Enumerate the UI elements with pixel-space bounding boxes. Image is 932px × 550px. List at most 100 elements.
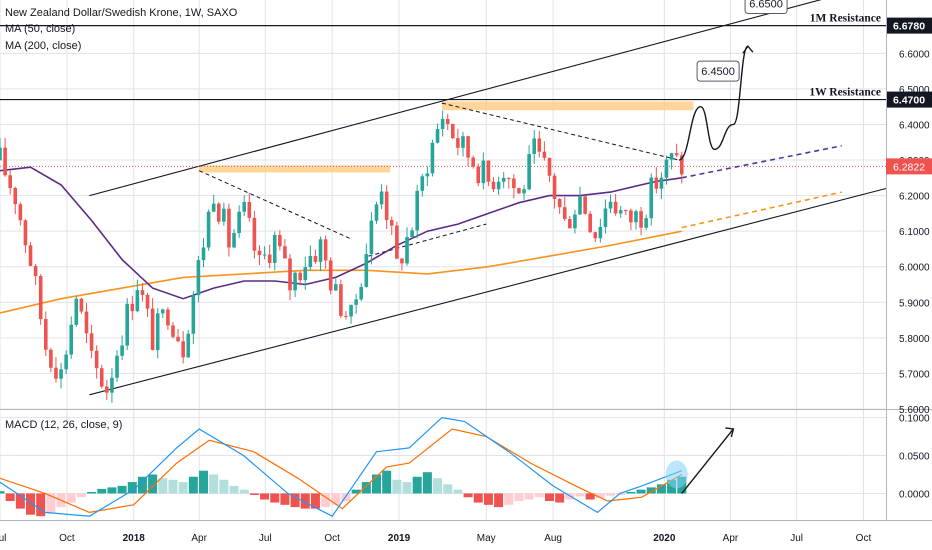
candle-body bbox=[608, 201, 613, 209]
candle-body bbox=[389, 220, 394, 226]
macd-histogram-bar bbox=[371, 474, 381, 494]
macd-histogram-bar bbox=[626, 491, 636, 494]
macd-histogram-bar bbox=[321, 493, 331, 508]
candle-body bbox=[176, 336, 180, 342]
ma50-projection-line bbox=[681, 145, 842, 179]
macd-histogram-bar bbox=[270, 493, 280, 503]
candle-body bbox=[120, 345, 124, 356]
candle-body bbox=[425, 173, 430, 177]
macd-axis-tick: 0.0000 bbox=[899, 489, 930, 500]
candle-body bbox=[145, 294, 150, 309]
chart-title: New Zealand Dollar/Swedish Krone, 1W, SA… bbox=[5, 7, 238, 19]
time-axis-tick: Aug bbox=[544, 533, 562, 544]
candle-body bbox=[247, 201, 252, 218]
candle-body bbox=[369, 220, 374, 255]
candle-body bbox=[155, 313, 160, 351]
macd-histogram-bar bbox=[616, 493, 626, 495]
candle-body bbox=[191, 295, 196, 334]
candle-body bbox=[679, 155, 684, 175]
candle-body bbox=[105, 386, 109, 393]
candle-body bbox=[491, 181, 496, 190]
macd-axis-tick: 0.0500 bbox=[899, 452, 930, 463]
candle-body bbox=[303, 267, 308, 281]
candle-body bbox=[0, 147, 2, 161]
macd-histogram-bar bbox=[504, 493, 514, 505]
macd-histogram-bar bbox=[555, 493, 565, 503]
macd-histogram-bar bbox=[646, 487, 656, 494]
candle-body bbox=[262, 254, 267, 256]
candle-body bbox=[328, 260, 333, 291]
candle-body bbox=[578, 196, 582, 215]
candle-body bbox=[629, 210, 633, 223]
legend-macd[interactable]: MACD (12, 26, close, 9) bbox=[5, 419, 123, 431]
candle-body bbox=[252, 217, 257, 251]
candle-body bbox=[257, 250, 262, 256]
candle-body bbox=[69, 324, 74, 355]
candle-body bbox=[181, 341, 185, 358]
macd-histogram-bar bbox=[127, 482, 137, 494]
candle-body bbox=[496, 181, 501, 190]
candle-body bbox=[349, 304, 353, 317]
macd-histogram-bar bbox=[290, 493, 300, 508]
candle-body bbox=[415, 190, 419, 231]
dashed-trendline bbox=[198, 170, 350, 239]
ascending-channel bbox=[0, 0, 887, 396]
price-axis-tick: 6.0000 bbox=[899, 263, 930, 274]
macd-histogram-bar bbox=[494, 493, 504, 508]
time-axis-tick: Apr bbox=[191, 533, 207, 544]
macd-histogram-bar bbox=[310, 493, 320, 509]
ma200-line bbox=[0, 230, 682, 314]
candle-body bbox=[618, 210, 623, 214]
candlesticks bbox=[0, 110, 684, 403]
candle-body bbox=[522, 189, 526, 194]
macd-histogram-bar bbox=[137, 476, 147, 494]
projection-path bbox=[678, 45, 749, 161]
candle-body bbox=[267, 254, 272, 263]
macd-histogram-bar bbox=[636, 489, 646, 494]
candle-body bbox=[552, 175, 557, 199]
candle-body bbox=[3, 147, 7, 176]
candle-body bbox=[532, 138, 537, 155]
macd-pane bbox=[0, 416, 735, 517]
candle-body bbox=[359, 286, 364, 300]
candle-body bbox=[99, 368, 104, 387]
price-axis-tick: 5.7000 bbox=[899, 369, 930, 380]
macd-histogram-bar bbox=[26, 493, 36, 515]
macd-histogram-bar bbox=[239, 489, 249, 494]
candle-body bbox=[8, 175, 12, 188]
macd-line bbox=[0, 416, 683, 517]
candle-body bbox=[588, 213, 592, 233]
annotations: 6.4500 6.6500 1W Resistance 1M Resistance bbox=[678, 0, 881, 161]
candle-body bbox=[481, 160, 486, 184]
candle-body bbox=[537, 138, 542, 152]
resistance-level-label: 1W Resistance bbox=[809, 87, 881, 99]
channel-upper-line bbox=[89, 0, 822, 197]
price-axis-tick: 5.9000 bbox=[899, 298, 930, 309]
candle-body bbox=[344, 315, 348, 317]
candle-body bbox=[517, 188, 521, 194]
candle-body bbox=[33, 265, 38, 277]
macd-histogram-bar bbox=[585, 493, 595, 500]
candle-body bbox=[634, 211, 638, 223]
callout-box bbox=[744, 0, 788, 15]
candle-body bbox=[49, 349, 53, 368]
macd-histogram-bar bbox=[117, 485, 127, 494]
candle-body bbox=[598, 226, 603, 239]
candle-body bbox=[140, 290, 145, 295]
candle-body bbox=[161, 309, 165, 314]
candle-body bbox=[384, 191, 389, 221]
time-axis-tick: Jul bbox=[0, 533, 6, 544]
macd-histogram-bar bbox=[199, 470, 209, 494]
candle-body bbox=[674, 153, 679, 156]
macd-histogram-bar bbox=[76, 493, 86, 498]
macd-histogram-bar bbox=[36, 493, 46, 517]
legend-ma200[interactable]: MA (200, close) bbox=[5, 40, 82, 52]
candle-body bbox=[232, 233, 236, 248]
level-price-tag-text: 6.6780 bbox=[893, 21, 925, 33]
time-axis-tick: Apr bbox=[723, 533, 739, 544]
price-axis-tick: 6.6000 bbox=[899, 49, 930, 60]
candle-body bbox=[466, 136, 470, 158]
legend-ma50[interactable]: MA (50, close) bbox=[5, 23, 76, 35]
last-price-tag bbox=[886, 158, 932, 175]
